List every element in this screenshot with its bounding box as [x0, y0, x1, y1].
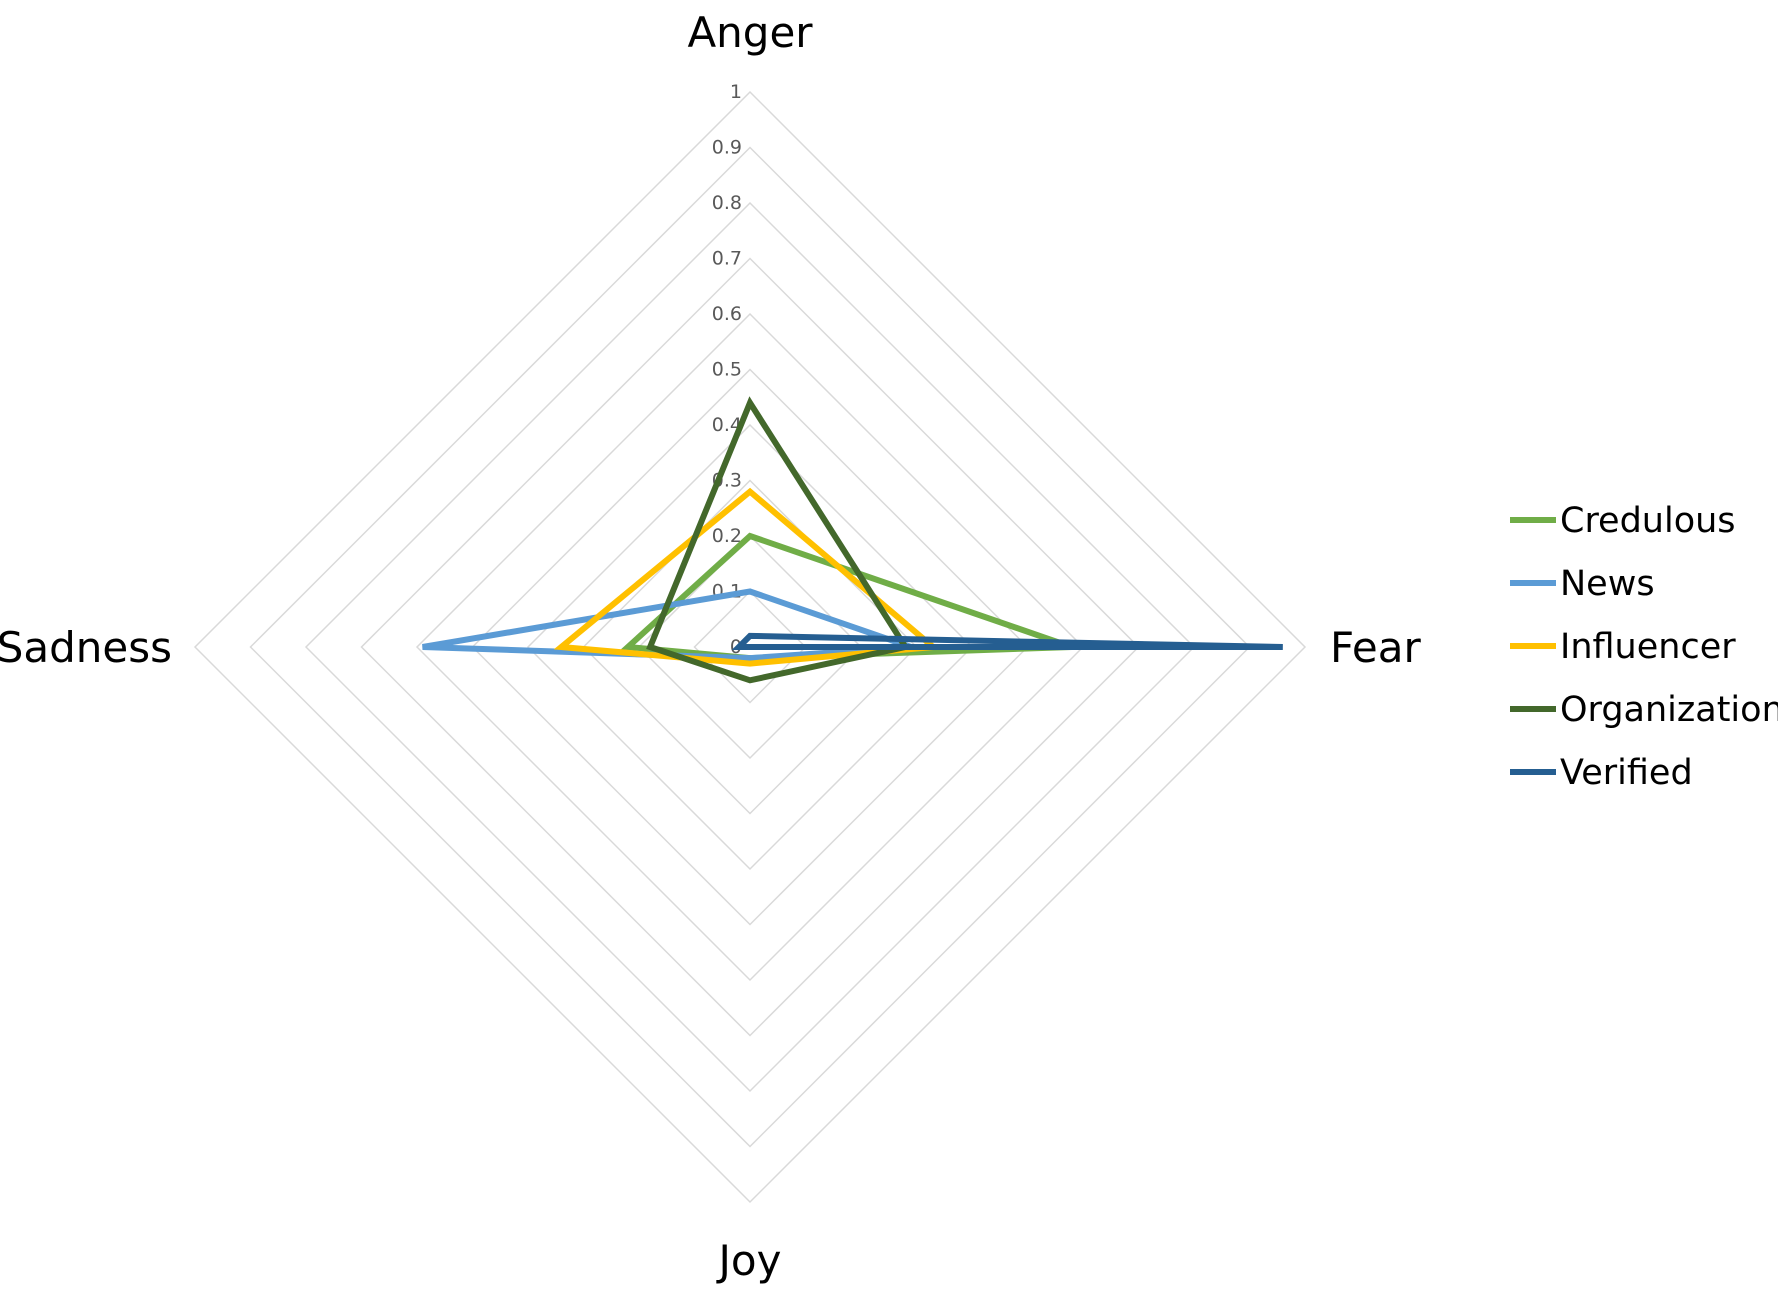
legend-label: Influencer	[1560, 627, 1736, 667]
series-line-verified	[731, 632, 1283, 650]
tick-label: 0.4	[712, 414, 742, 436]
series-lines	[422, 396, 1283, 684]
grid-ring-10	[193, 90, 1307, 1204]
legend-label: Verified	[1560, 753, 1693, 793]
tick-labels: 00.10.20.30.40.50.60.70.80.91	[712, 81, 742, 658]
legend-item: Credulous	[1510, 501, 1736, 541]
grid-ring-4	[526, 423, 974, 871]
legend-item: Verified	[1510, 753, 1693, 793]
grid-ring-8	[304, 201, 1196, 1093]
tick-label: 1	[730, 81, 742, 103]
grid-ring-1	[693, 590, 807, 704]
axis-label-anger: Anger	[687, 8, 813, 57]
legend-label: News	[1560, 564, 1655, 604]
axis-labels: Anger Fear Joy Sadness	[0, 8, 1421, 1285]
radar-grid	[193, 90, 1307, 1204]
legend: Credulous News Influencer Organization Verif…	[1510, 501, 1778, 793]
series-line-news	[422, 588, 912, 662]
tick-label: 0.5	[712, 359, 742, 381]
grid-ring-3	[582, 479, 918, 815]
legend-label: Organization	[1560, 690, 1778, 730]
legend-item: News	[1510, 564, 1655, 604]
tick-label: 0.2	[712, 525, 742, 547]
tick-label: 0.6	[712, 303, 742, 325]
grid-ring-7	[360, 257, 1140, 1037]
axis-label-joy: Joy	[716, 1236, 782, 1285]
tick-label: 0.7	[712, 248, 742, 270]
legend-item: Influencer	[1510, 627, 1736, 667]
legend-item: Organization	[1510, 690, 1778, 730]
grid-ring-5	[471, 368, 1029, 926]
grid-ring-2	[637, 534, 863, 760]
tick-label: 0.9	[712, 137, 742, 159]
axis-label-sadness: Sadness	[0, 623, 172, 672]
series-line-organization	[646, 396, 911, 684]
legend-label: Credulous	[1560, 501, 1736, 541]
grid-ring-9	[249, 146, 1251, 1148]
grid-ring-6	[415, 312, 1085, 982]
tick-label: 0.8	[712, 192, 742, 214]
axis-label-fear: Fear	[1330, 623, 1421, 672]
